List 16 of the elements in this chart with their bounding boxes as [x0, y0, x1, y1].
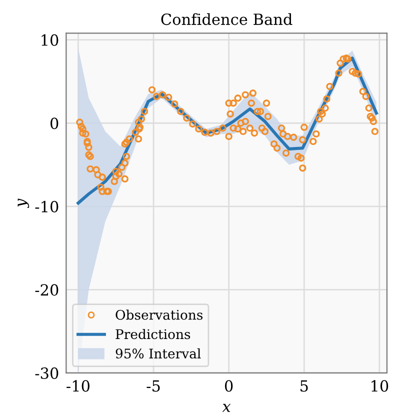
x-axis-title: x: [222, 404, 231, 412]
legend-label: Observations: [116, 310, 203, 320]
y-tick-label: -10: [35, 200, 58, 212]
x-tick-label: 5: [300, 380, 308, 392]
x-tick-label: -5: [146, 380, 160, 392]
x-tick-label: 10: [372, 380, 388, 392]
legend-label: Predictions: [116, 328, 190, 340]
y-axis-title: y: [18, 198, 30, 208]
x-tick-label: 0: [224, 380, 233, 392]
x-tick-label: -10: [66, 380, 90, 392]
y-tick-label: -30: [35, 367, 58, 379]
y-tick-label: 10: [42, 34, 58, 46]
y-tick-label: -20: [35, 284, 58, 296]
chart-title: Confidence Band: [161, 13, 292, 26]
y-tick-label: 0: [50, 118, 58, 130]
annotation: 95% Interval: [116, 348, 201, 359]
